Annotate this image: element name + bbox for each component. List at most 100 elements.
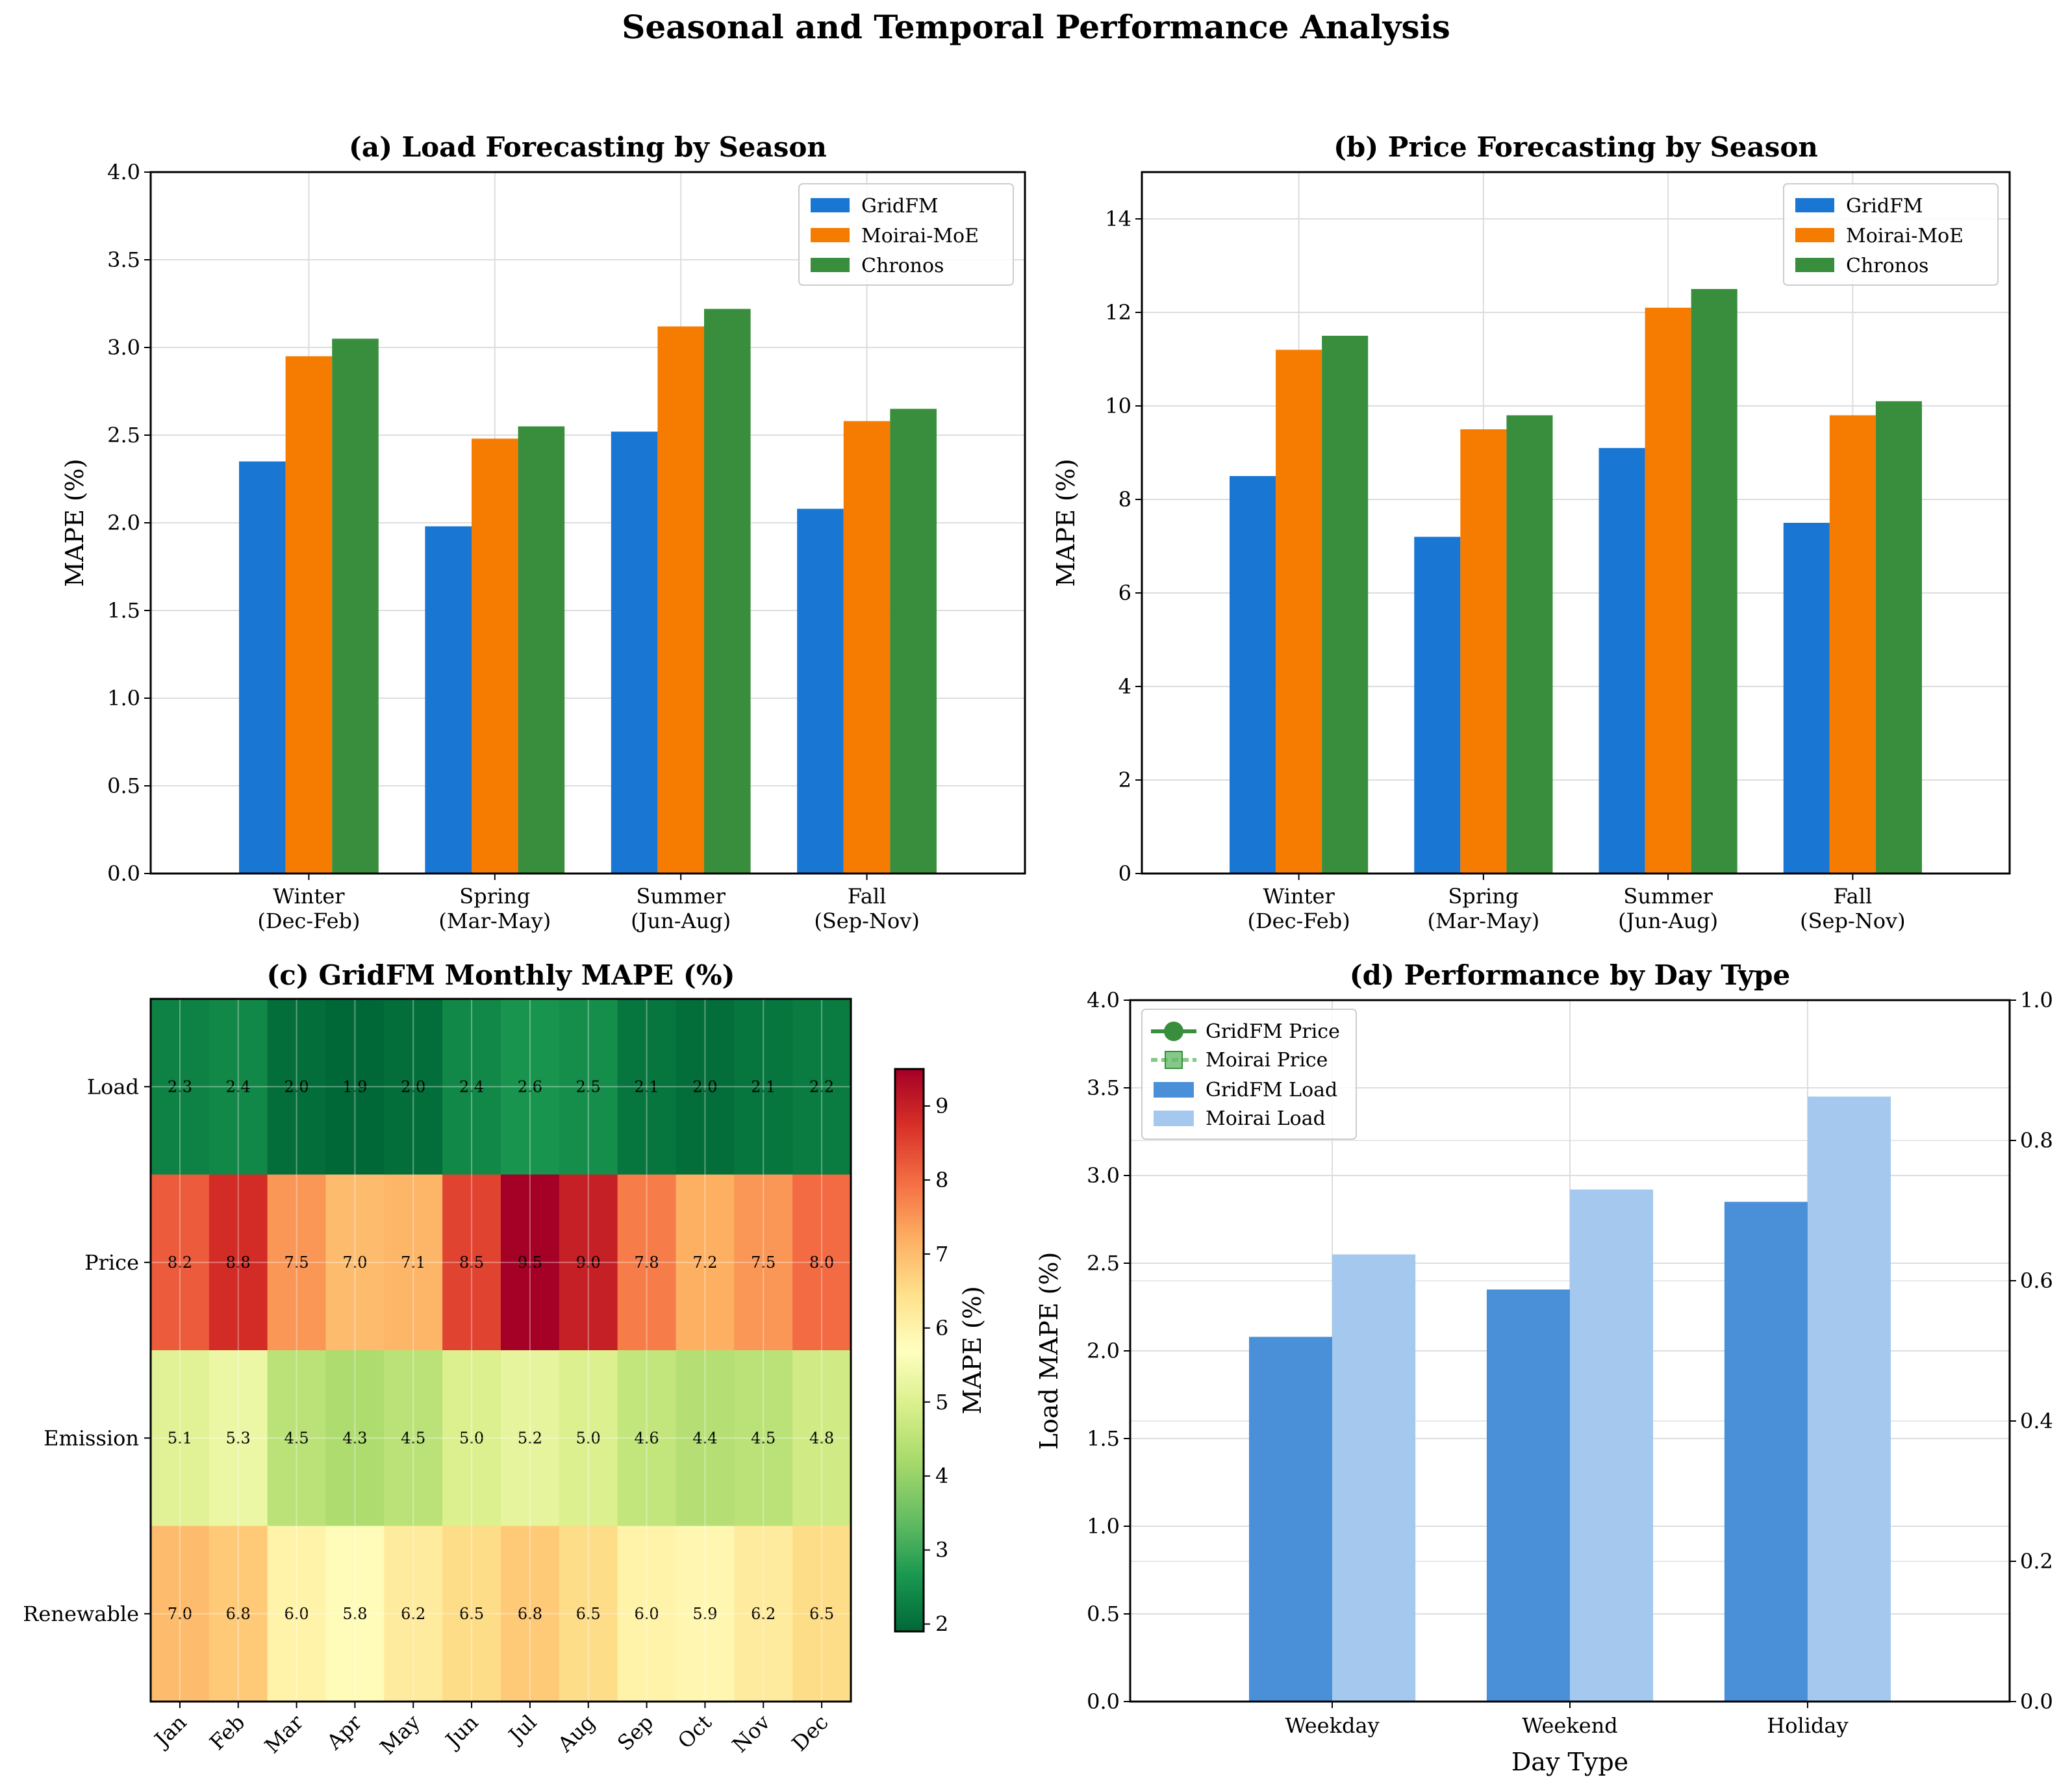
y-tick-label: 1.5 — [107, 598, 140, 623]
panel-d-day-type: 0.0 0.5 1.0 1.5 2.0 2.5 3.0 3.5 4.0 0.0 0.2 0.4 0.6 0… — [1035, 959, 2053, 1776]
bar-moirai-load-weekend — [1570, 1189, 1654, 1702]
colorbar-tick-label: 9 — [935, 1094, 948, 1118]
heatmap-cell-value: 2.4 — [226, 1077, 251, 1096]
heatmap-cell-renewable-may — [384, 1526, 443, 1702]
heatmap-cell-load-jul — [501, 999, 560, 1175]
x-tick-label: Jun — [440, 1710, 483, 1754]
heatmap-cell-emission-jul — [501, 1350, 560, 1526]
y-tick-label: Load — [87, 1074, 139, 1099]
y-axis-label: Load MAPE (%) — [1035, 1252, 1063, 1450]
heatmap-cell-price-mar — [267, 1174, 326, 1351]
panel-a-load-by-season: 0.0 0.5 1.0 1.5 2.0 2.5 3.0 3.5 4.0 Winter(Dec-Fe… — [60, 131, 1026, 933]
y-tick-label: 0.5 — [1087, 1602, 1120, 1626]
legend-label-gridfm: GridFM — [1846, 195, 1923, 218]
x-tick-label: Winter — [1263, 884, 1335, 909]
colorbar-tick-label: 4 — [935, 1464, 948, 1489]
bar-moirai-moe-spring — [1460, 429, 1507, 874]
y-tick-label: 3.5 — [1087, 1075, 1120, 1100]
y-tick-label: 1.0 — [107, 686, 140, 711]
heatmap-cell-value: 7.2 — [692, 1253, 717, 1272]
heatmap-cell-value: 8.5 — [459, 1253, 484, 1272]
legend-label-gridfm-price: GridFM Price — [1206, 1020, 1340, 1043]
heatmap-cell-value: 4.3 — [342, 1429, 367, 1447]
bar-chronos-winter — [1322, 336, 1369, 874]
heatmap-cell-price-nov — [734, 1174, 793, 1351]
y2-tick-label: 0.4 — [2020, 1409, 2053, 1433]
panel-b-price-by-season: 0 2 4 6 8 10 12 14 Winter(Dec-Feb) Spring(Mar-May… — [1052, 131, 2011, 933]
x-tick-label: Oct — [673, 1710, 716, 1754]
bar-chronos-summer — [703, 308, 751, 874]
bar-moirai-moe-winter — [1276, 349, 1322, 874]
heatmap-cell-price-dec — [792, 1174, 852, 1351]
heatmap-cell-load-feb — [208, 999, 268, 1175]
figure-title: Seasonal and Temporal Performance Analys… — [622, 8, 1450, 46]
x-tick-label: Summer — [1623, 884, 1713, 909]
panel-title: (a) Load Forecasting by Season — [349, 131, 827, 163]
x-tick-label: Apr — [322, 1709, 367, 1755]
x-tick-label: Nov — [727, 1710, 775, 1757]
y2-tick-label: 0.6 — [2020, 1268, 2053, 1293]
heatmap-cell-value: 5.0 — [576, 1429, 601, 1447]
heatmap-cell-load-jun — [442, 999, 501, 1175]
heatmap-cell-value: 7.1 — [401, 1253, 425, 1272]
colorbar-tick-label: 7 — [935, 1242, 948, 1266]
x-tick-label: Aug — [552, 1710, 600, 1757]
y-tick-label: 2.0 — [107, 510, 140, 535]
heatmap-cell-price-aug — [559, 1174, 618, 1351]
colorbar-tick-label: 5 — [935, 1390, 948, 1415]
bar-moirai-moe-summer — [657, 326, 704, 874]
y-tick-label: 0 — [1118, 861, 1131, 886]
heatmap-cell-emission-oct — [676, 1350, 735, 1526]
heatmap-cell-emission-jun — [442, 1350, 501, 1526]
heatmap-cell-renewable-jun — [442, 1526, 501, 1702]
heatmap-cell-value: 4.5 — [284, 1429, 309, 1447]
y-tick-label: 14 — [1105, 207, 1131, 231]
colorbar-label: MAPE (%) — [958, 1286, 987, 1415]
colorbar-tick-label: 6 — [935, 1316, 948, 1340]
y-axis-label: MAPE (%) — [60, 459, 89, 587]
heatmap-cell-emission-sep — [617, 1350, 676, 1526]
x-tick-label: (Sep-Nov) — [1800, 909, 1905, 933]
heatmap-cell-value: 2.4 — [459, 1077, 484, 1096]
heatmap-cell-renewable-dec — [792, 1526, 852, 1702]
y-tick-label: 2.5 — [107, 423, 140, 447]
heatmap-cell-value: 6.8 — [226, 1605, 251, 1623]
bar-gridfm-fall — [1783, 523, 1830, 874]
x-tick-label: Weekend — [1522, 1713, 1618, 1738]
heatmap-cell-price-sep — [617, 1174, 676, 1351]
x-tick-label: Jan — [148, 1710, 191, 1753]
bar-moirai-moe-winter — [285, 356, 333, 874]
heatmap-cell-value: 8.8 — [226, 1253, 251, 1272]
bar-gridfm-summer — [1598, 447, 1645, 874]
x-axis-label: Day Type — [1511, 1748, 1628, 1776]
y-tick-label: 1.5 — [1087, 1426, 1120, 1451]
heatmap-cell-value: 5.0 — [459, 1429, 484, 1447]
heatmap-cell-load-oct — [676, 999, 735, 1175]
x-tick-label: Fall — [848, 884, 887, 909]
legend-marker-gridfm-price — [1164, 1022, 1183, 1041]
heatmap-cell-renewable-oct — [676, 1526, 735, 1702]
heatmap-cell-price-jul — [501, 1174, 560, 1351]
heatmap-cell-value: 6.8 — [518, 1605, 542, 1623]
heatmap-cell-value: 6.5 — [459, 1605, 484, 1623]
heatmap-cell-value: 2.0 — [692, 1077, 717, 1096]
heatmap-cell-emission-feb — [208, 1350, 268, 1526]
heatmap-cell-value: 6.0 — [284, 1605, 309, 1623]
y-tick-label: 0.0 — [1087, 1689, 1120, 1714]
x-tick-label: Feb — [205, 1710, 249, 1755]
heatmap-cell-value: 4.8 — [809, 1429, 834, 1447]
x-tick-label: Dec — [787, 1710, 833, 1756]
x-tick-label: May — [375, 1710, 425, 1759]
heatmap-cell-value: 2.1 — [634, 1077, 659, 1096]
legend-label-moirai-load: Moirai Load — [1206, 1107, 1326, 1130]
legend-label-chronos: Chronos — [1846, 255, 1928, 277]
colorbar — [894, 1068, 925, 1633]
legend-swatch-moirai-moe — [1795, 228, 1834, 242]
colorbar-tick-label: 3 — [935, 1538, 948, 1563]
heatmap-cell-emission-dec — [792, 1350, 852, 1526]
heatmap-cell-value: 6.5 — [809, 1605, 834, 1623]
heatmap-cell-value: 6.5 — [576, 1605, 601, 1623]
bar-chronos-winter — [332, 338, 379, 874]
y-tick-label: 4 — [1118, 674, 1131, 699]
